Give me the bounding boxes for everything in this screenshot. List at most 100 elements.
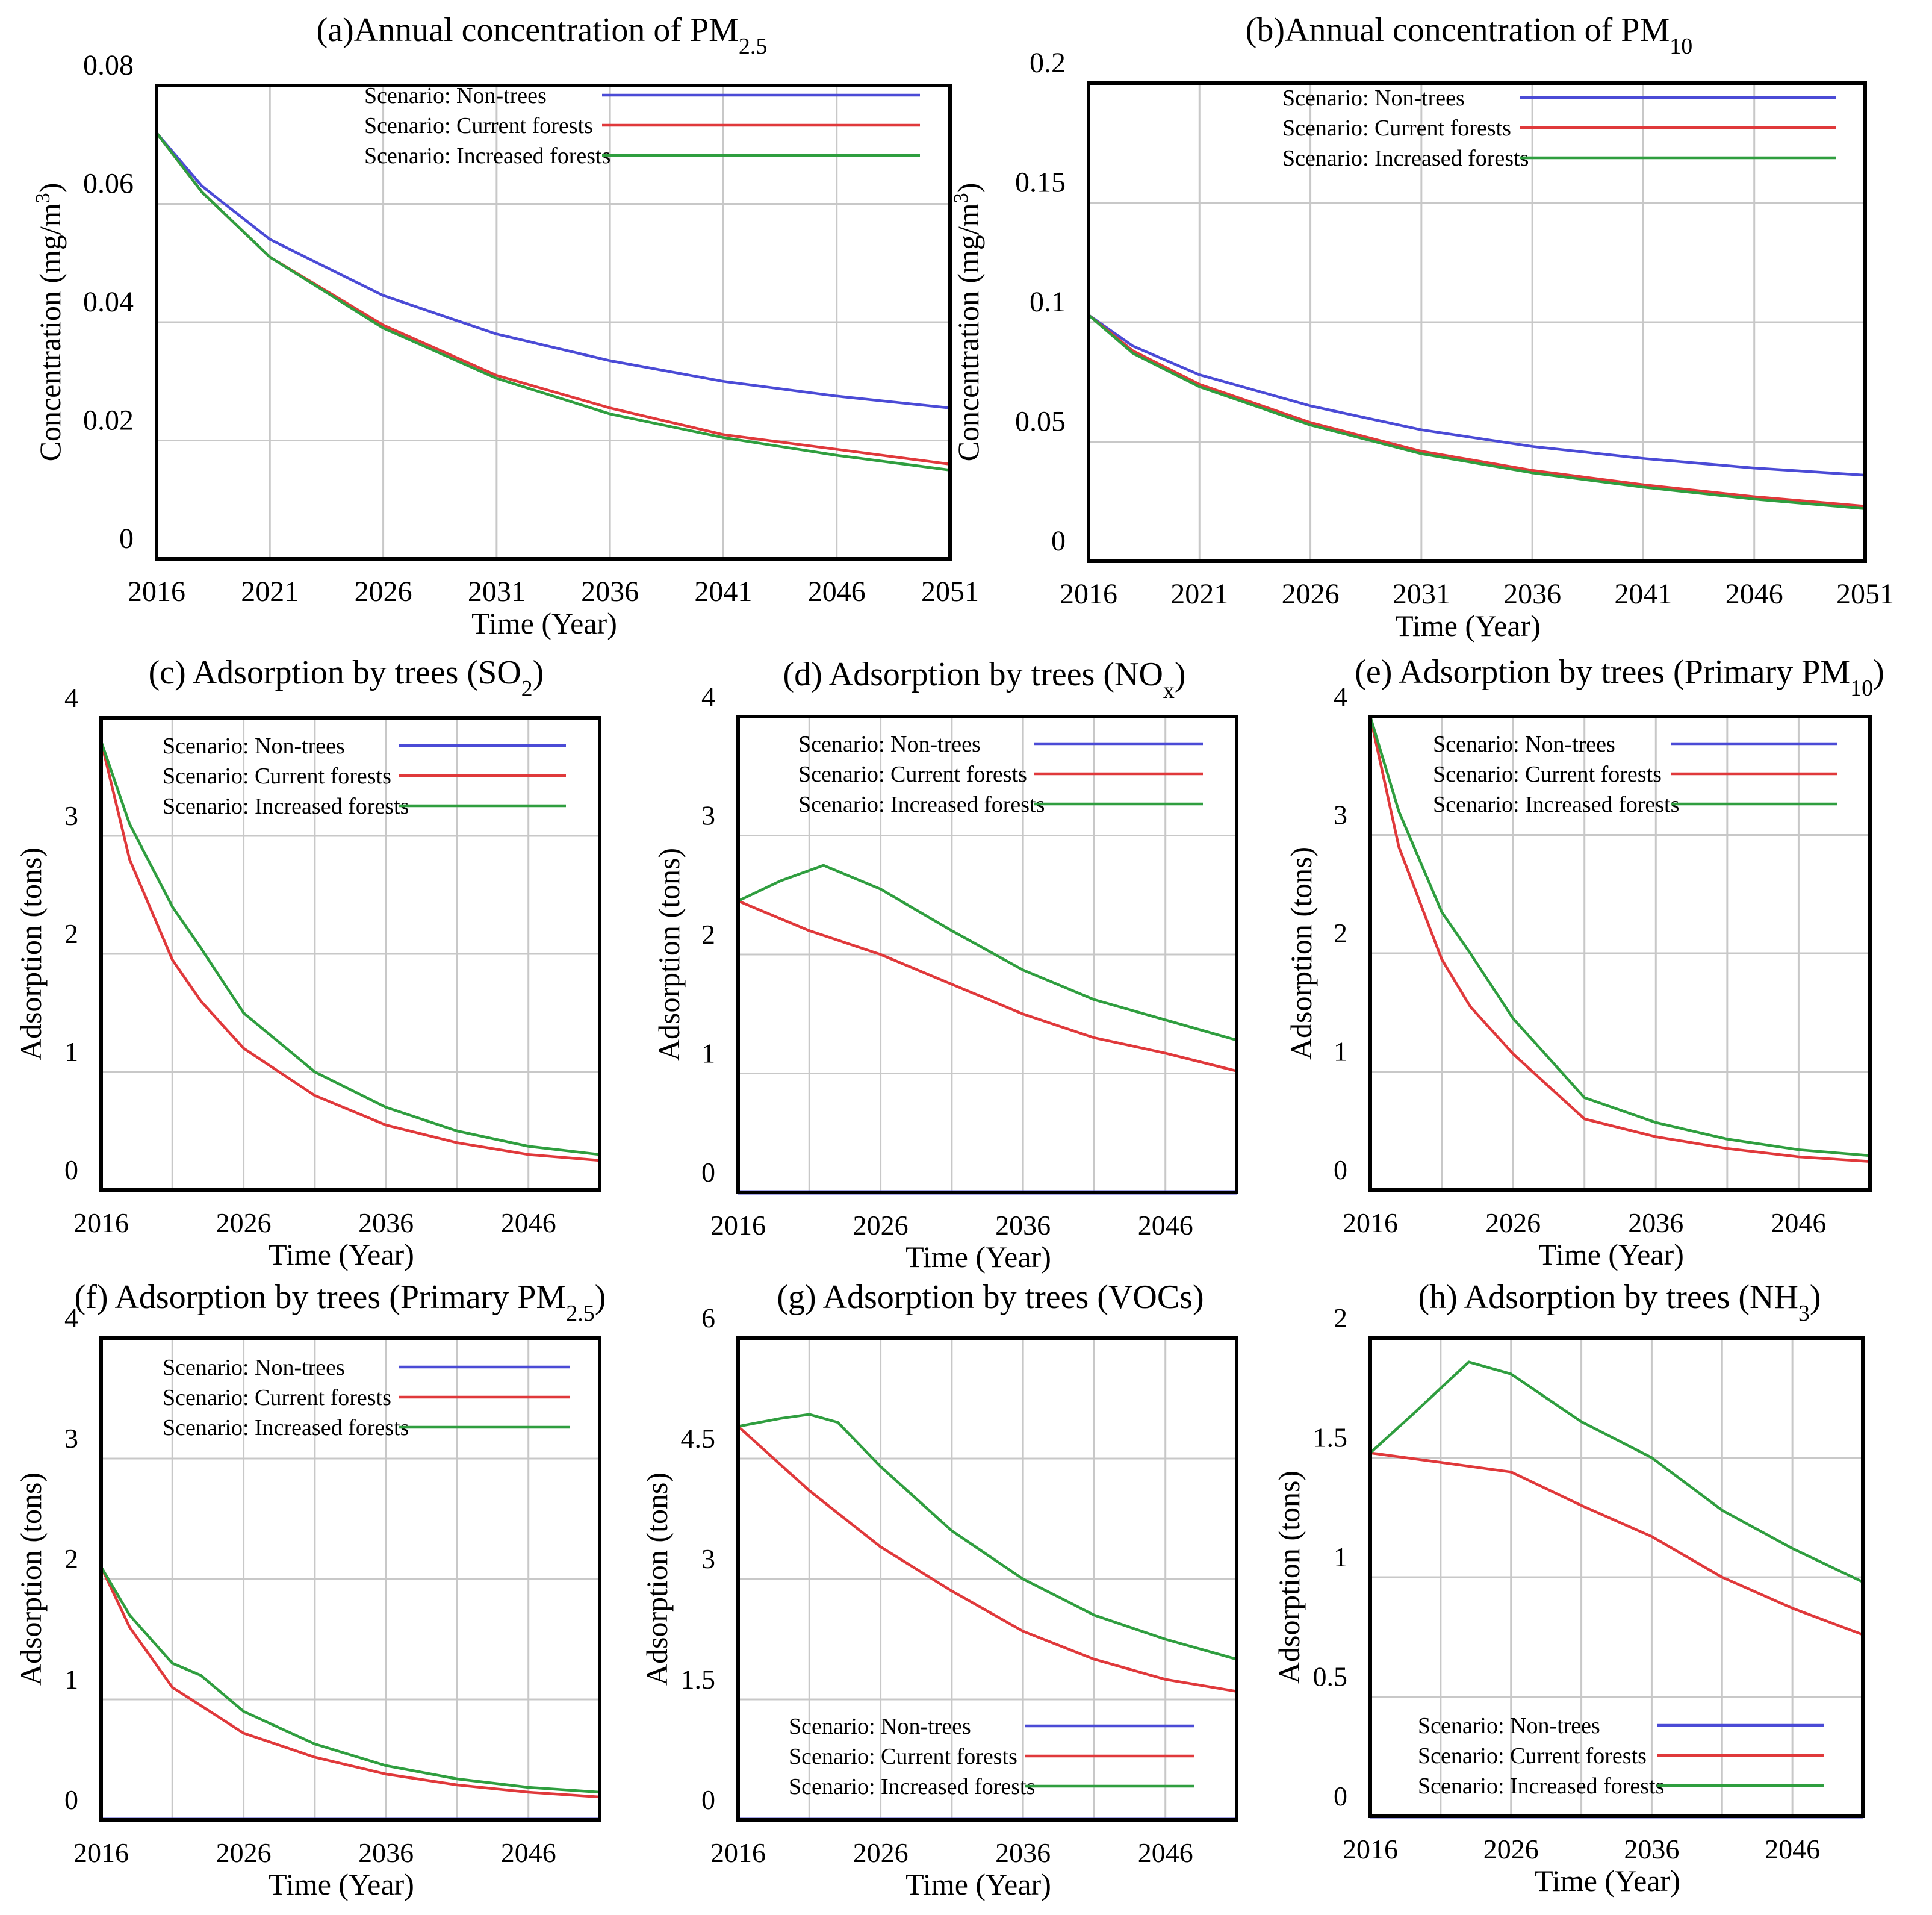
plot-frame [736,1336,1238,1822]
series-line-current-forests [155,132,951,466]
series-line-current-forests [1087,314,1866,508]
series-line-increased-forests [99,741,600,1156]
legend-label: Scenario: Current forests [1433,762,1662,787]
y-axis-label: Adsorption (tons) [1272,1471,1306,1684]
series-line-current-forests [1370,1451,1863,1636]
legend-label: Scenario: Current forests [798,762,1027,787]
chart-panel-e: (e) Adsorption by trees (Primary PM10)Sc… [1284,653,1884,1271]
y-tick-label: 0.2 [1030,47,1066,79]
x-axis-label: Time (Year) [905,1867,1051,1901]
plot-frame [736,715,1238,1194]
x-tick-label: 2016 [710,1210,766,1241]
y-axis-label-main: Adsorption (tons) [1284,847,1318,1060]
y-tick-label: 6 [701,1303,715,1333]
x-tick-label: 2036 [1503,578,1561,610]
chart-title: (a)Annual concentration of PM2.5 [317,11,768,59]
x-tick-label: 2026 [1485,1207,1541,1238]
legend-label: Scenario: Non-trees [789,1714,971,1739]
series-line-current-forests [99,1566,600,1799]
x-tick-label: 2026 [853,1210,909,1241]
x-axis-label: Time (Year) [269,1238,414,1271]
legend-label: Scenario: Increased forests [1433,792,1679,817]
y-axis-label-main: Adsorption (tons) [14,1472,48,1686]
series-line-increased-forests [738,864,1237,1042]
y-tick-label: 0 [701,1784,715,1815]
y-tick-label: 0 [64,1154,78,1185]
y-axis-label-superscript: 3 [950,193,972,203]
chart-title-subscript: 3 [1798,1301,1810,1326]
y-tick-label: 2 [1334,1303,1347,1333]
y-axis-label-end: ) [951,183,985,193]
chart-title-main: (c) Adsorption by trees (SO [149,654,521,691]
series-line-increased-forests [155,132,951,472]
y-axis-label: Adsorption (tons) [640,1472,674,1686]
x-axis-label: Time (Year) [1535,1864,1680,1898]
legend-label: Scenario: Current forests [163,764,391,789]
legend-label: Scenario: Non-trees [1418,1713,1600,1739]
chart-title: (b)Annual concentration of PM10 [1246,11,1692,59]
plot-frame [99,716,601,1192]
x-tick-label: 2016 [73,1837,129,1868]
y-tick-label: 3 [64,1423,78,1454]
legend-label: Scenario: Current forests [1418,1743,1647,1769]
legend-label: Scenario: Current forests [163,1385,391,1410]
y-tick-label: 4 [701,681,715,712]
chart-panel-b: (b)Annual concentration of PM10 Scenario:… [950,11,1895,643]
chart-title-main: (b)Annual concentration of PM [1246,11,1670,49]
series-line-increased-forests [100,1566,600,1794]
x-tick-label: 2046 [501,1837,556,1868]
y-tick-label: 0.08 [83,49,134,81]
y-tick-label: 4.5 [681,1423,716,1454]
x-tick-label: 2016 [128,576,185,608]
x-axis-label: Time (Year) [905,1240,1051,1274]
y-tick-label: 2 [64,918,78,949]
x-tick-label: 2026 [1282,578,1340,610]
legend-label: Scenario: Current forests [1282,116,1511,141]
legend-label: Scenario: Non-trees [798,732,981,757]
series-line-non-trees [1087,314,1866,477]
y-tick-label: 3 [701,800,715,831]
x-tick-label: 2031 [1393,578,1450,610]
x-tick-label: 2046 [501,1207,556,1238]
x-tick-label: 2046 [808,576,866,608]
x-tick-label: 2041 [1614,578,1672,610]
series-line-current-forests [738,900,1237,1073]
y-tick-label: 1 [1334,1036,1347,1067]
plot-frame [155,84,952,561]
x-tick-label: 2026 [216,1837,272,1868]
y-axis-label: Adsorption (tons) [652,848,686,1061]
series-line-current-forests [737,1425,1237,1693]
legend-label: Scenario: Increased forests [1282,146,1529,171]
series-line-non-trees [155,132,951,409]
y-tick-label: 1 [701,1038,715,1069]
chart-panel-f: (f) Adsorption by trees (Primary PM2.5) S… [14,1278,606,1901]
chart-title-main: (a)Annual concentration of PM [317,11,739,49]
y-axis-label: Adsorption (tons) [14,1472,48,1686]
legend-label: Scenario: Increased forests [163,794,409,819]
y-axis-label-main: Adsorption (tons) [652,848,686,1061]
x-tick-label: 2026 [853,1837,909,1868]
y-axis-label: Concentration (mg/m3) [32,183,67,462]
y-axis-label: Adsorption (tons) [14,847,48,1060]
plot-frame [1368,1336,1865,1818]
x-axis-label: Time (Year) [471,606,617,640]
y-tick-label: 2 [1334,918,1347,948]
y-tick-label: 0.05 [1015,406,1066,438]
x-tick-label: 2046 [1771,1207,1826,1238]
chart-title: (c) Adsorption by trees (SO2) [149,654,544,702]
x-tick-label: 2036 [995,1210,1051,1241]
chart-title: (d) Adsorption by trees (NOx) [783,656,1185,703]
x-tick-label: 2046 [1765,1834,1820,1864]
chart-title-main: (g) Adsorption by trees (VOCs) [777,1278,1204,1316]
chart-title-end: ) [1873,653,1884,691]
y-tick-label: 4 [64,682,78,713]
chart-title-end: ) [1810,1278,1821,1316]
y-tick-label: 1 [64,1664,78,1695]
chart-panel-h: (h) Adsorption by trees (NH3) Scenario: N… [1272,1278,1865,1898]
y-tick-label: 0 [119,523,134,555]
y-tick-label: 0 [701,1157,715,1188]
y-tick-label: 0.5 [1313,1661,1348,1692]
chart-title: (g) Adsorption by trees (VOCs) [777,1278,1204,1316]
x-tick-label: 2046 [1138,1210,1193,1241]
